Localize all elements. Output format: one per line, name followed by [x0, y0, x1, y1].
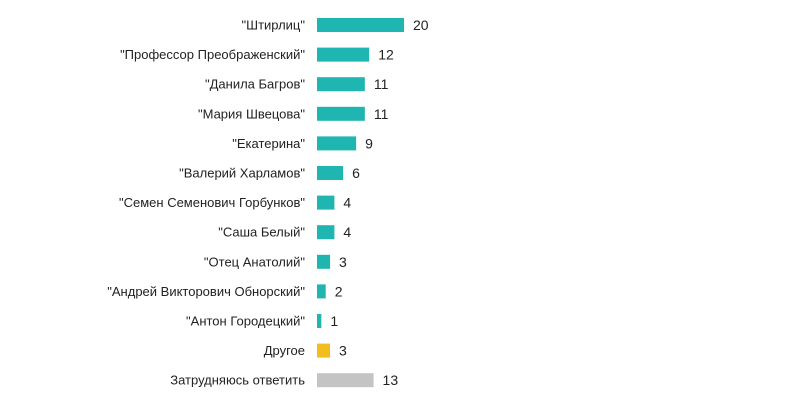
bar [317, 77, 365, 92]
bar [317, 18, 404, 32]
bar [317, 136, 357, 151]
category-label: "Екатерина" [232, 136, 305, 151]
value-label: 3 [339, 343, 347, 359]
value-label: 12 [378, 47, 394, 63]
category-label: "Андрей Викторович Обнорский" [107, 284, 305, 299]
category-label: "Мария Швецова" [198, 106, 305, 121]
value-label: 11 [374, 76, 389, 92]
category-label: "Отец Анатолий" [204, 254, 305, 269]
bar [317, 284, 326, 299]
bar [317, 166, 344, 180]
category-label: "Данила Багров" [205, 77, 305, 92]
value-label: 11 [374, 106, 389, 122]
category-label: Затрудняюсь ответить [170, 373, 305, 388]
bar [317, 254, 331, 269]
value-label: 20 [413, 17, 429, 33]
value-label: 9 [365, 135, 373, 151]
category-label: Другое [264, 343, 305, 358]
category-label: "Саша Белый" [218, 225, 305, 240]
value-label: 4 [343, 224, 351, 240]
category-label: "Валерий Харламов" [179, 166, 305, 181]
bar [317, 47, 370, 62]
value-label: 4 [343, 195, 351, 211]
bar [317, 373, 374, 388]
bar [317, 343, 331, 358]
category-label: "Семен Семенович Горбунков" [119, 195, 305, 210]
category-label: "Профессор Преображенский" [120, 47, 305, 62]
bar [317, 106, 365, 121]
bar [317, 314, 322, 328]
value-label: 6 [352, 165, 360, 181]
category-label: "Штирлиц" [242, 18, 306, 33]
value-label: 1 [330, 313, 338, 329]
value-label: 3 [339, 254, 347, 270]
chart-plot-area: "Штирлиц" 20"Профессор Преображенский" 12"… [107, 17, 429, 388]
value-label: 13 [383, 372, 399, 388]
category-label: "Антон Городецкий" [186, 314, 305, 329]
value-label: 2 [335, 283, 343, 299]
bar [317, 225, 335, 240]
bar [317, 195, 335, 210]
